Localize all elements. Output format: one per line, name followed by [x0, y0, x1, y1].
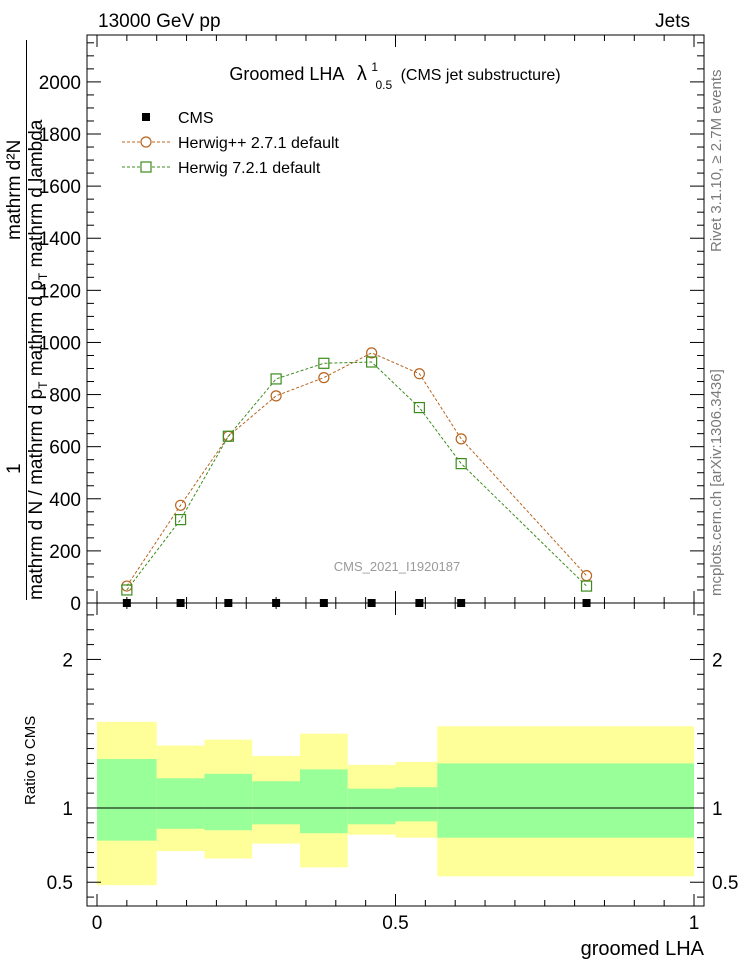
main-title-superscript: 1: [371, 60, 378, 74]
series-0-point-4: [319, 599, 328, 607]
ratio-y-tick-label-right-1: 1: [712, 799, 723, 820]
main-title: Groomed LHA λ 1 0.5 (CMS jet substructur…: [229, 58, 560, 93]
rivet-label: Rivet 3.1.10, ≥ 2.7M events: [708, 69, 725, 253]
y-label-denominator2-text: mathrm d p: [26, 280, 47, 377]
series-1-point-8: [580, 570, 593, 582]
x-axis-label: groomed LHA: [581, 938, 705, 960]
ratio-inner-band-0: [97, 758, 157, 841]
ratio-inner-band-1: [156, 778, 205, 829]
series-1-point-5: [366, 347, 378, 359]
series-1-point-6: [413, 368, 425, 380]
legend-label-2: Herwig 7.2.1 default: [178, 160, 321, 177]
series-0-point-0: [122, 599, 131, 607]
legend-marker-2: [140, 161, 152, 173]
header-right: Jets: [655, 11, 690, 32]
series-2-point-0: [121, 584, 133, 596]
legend: CMS Herwig++ 2.7.1 default Herwig 7.2.1 de…: [122, 110, 340, 177]
ratio-bands: [87, 721, 704, 886]
ratio-axes: 0.5 0.5 1 1 2 2 0 0.5 1: [47, 603, 738, 934]
series-2-point-6: [413, 401, 425, 414]
main-title-text: Groomed LHA: [229, 64, 344, 84]
main-y-tick-label-1200: 1200: [39, 281, 81, 302]
main-y-tick-label-600: 600: [49, 438, 81, 459]
watermark: CMS_2021_I1920187: [334, 559, 461, 574]
series-2-point-4: [318, 357, 330, 369]
legend-label-1: Herwig++ 2.7.1 default: [178, 135, 340, 152]
series-0-point-2: [224, 599, 233, 607]
series-2-point-2: [222, 430, 234, 442]
series-1-point-4: [318, 372, 330, 384]
x-tick-label-2: 1: [689, 913, 700, 934]
main-y-axis-label: 1 mathrm d²N mathrm d N / mathrm d pT ma…: [2, 40, 50, 600]
main-subtitle: (CMS jet substructure): [401, 67, 561, 84]
main-title-symbol: λ: [357, 63, 367, 85]
series-0-point-3: [272, 599, 281, 607]
series-0-point-5: [367, 599, 376, 607]
legend-label-0: CMS: [178, 110, 214, 127]
ratio-inner-band-4: [299, 769, 348, 834]
series-0-point-8: [582, 599, 591, 607]
y-label-numerator: 1: [4, 463, 25, 474]
main-y-tick-label-400: 400: [49, 490, 81, 511]
series-0-point-7: [457, 599, 466, 607]
y-label-denominator-text: mathrm d N / mathrm d p: [26, 388, 47, 600]
ratio-y-axis-label: Ratio to CMS: [22, 715, 39, 805]
series-2-point-5: [366, 356, 378, 368]
ratio-inner-band-3: [252, 781, 300, 825]
x-tick-label-0: 0: [92, 913, 103, 934]
series-2-point-7: [455, 458, 467, 470]
ratio-inner-band-6: [395, 787, 438, 822]
main-y-tick-label-1400: 1400: [39, 229, 81, 250]
ratio-inner-band-5: [347, 788, 396, 825]
main-y-tick-label-1800: 1800: [39, 125, 81, 146]
series-1-point-3: [270, 390, 282, 402]
ratio-y-tick-label-left-1: 1: [62, 799, 73, 820]
series-layer: [121, 347, 593, 607]
ratio-inner-band-7: [437, 763, 694, 838]
main-title-subscript: 0.5: [375, 78, 392, 92]
mcplots-label: mcplots.cern.ch [arXiv:1306.3436]: [708, 369, 725, 596]
series-2-point-1: [174, 514, 187, 526]
ratio-y-tick-label-left-0.5: 0.5: [47, 873, 73, 894]
main-y-tick-label-200: 200: [49, 542, 81, 563]
header-left: 13000 GeV pp: [98, 11, 221, 32]
main-y-tick-label-800: 800: [49, 386, 81, 407]
legend-marker-0: [142, 113, 150, 121]
series-2-point-8: [580, 580, 593, 592]
series-1-point-1: [174, 499, 187, 511]
main-axes: 0 200 400 600 800 1000 1200 1400 1600 1800 2000: [39, 35, 704, 615]
y-label-denominator: mathrm d N / mathrm d pT mathrm d pT mat…: [26, 120, 50, 600]
main-y-tick-label-2000: 2000: [39, 73, 81, 94]
ratio-y-tick-label-right-0.5: 0.5: [712, 873, 738, 894]
series-line-2: [126, 361, 587, 591]
y-label-denominator2-sub: T: [35, 272, 50, 281]
ratio-y-tick-label-right-2: 2: [712, 650, 723, 671]
series-0-point-6: [415, 599, 424, 607]
series-line-1: [126, 352, 587, 587]
main-y-tick-label-0: 0: [70, 594, 81, 615]
main-y-tick-label-1600: 1600: [39, 177, 81, 198]
y-label-denominator-sub: T: [35, 381, 50, 389]
ratio-y-tick-label-left-2: 2: [62, 650, 73, 671]
y-label-denominator2-tail: mathrm d lambda: [26, 119, 47, 268]
ratio-inner-band-2: [204, 773, 253, 831]
legend-marker-1: [140, 136, 152, 148]
y-label-numerator2: mathrm d²N: [4, 139, 25, 240]
main-y-tick-label-1000: 1000: [39, 333, 81, 354]
series-1-point-7: [455, 433, 467, 445]
x-tick-label-1: 0.5: [382, 913, 408, 934]
series-0-point-1: [176, 599, 185, 607]
series-2-point-3: [270, 373, 282, 385]
